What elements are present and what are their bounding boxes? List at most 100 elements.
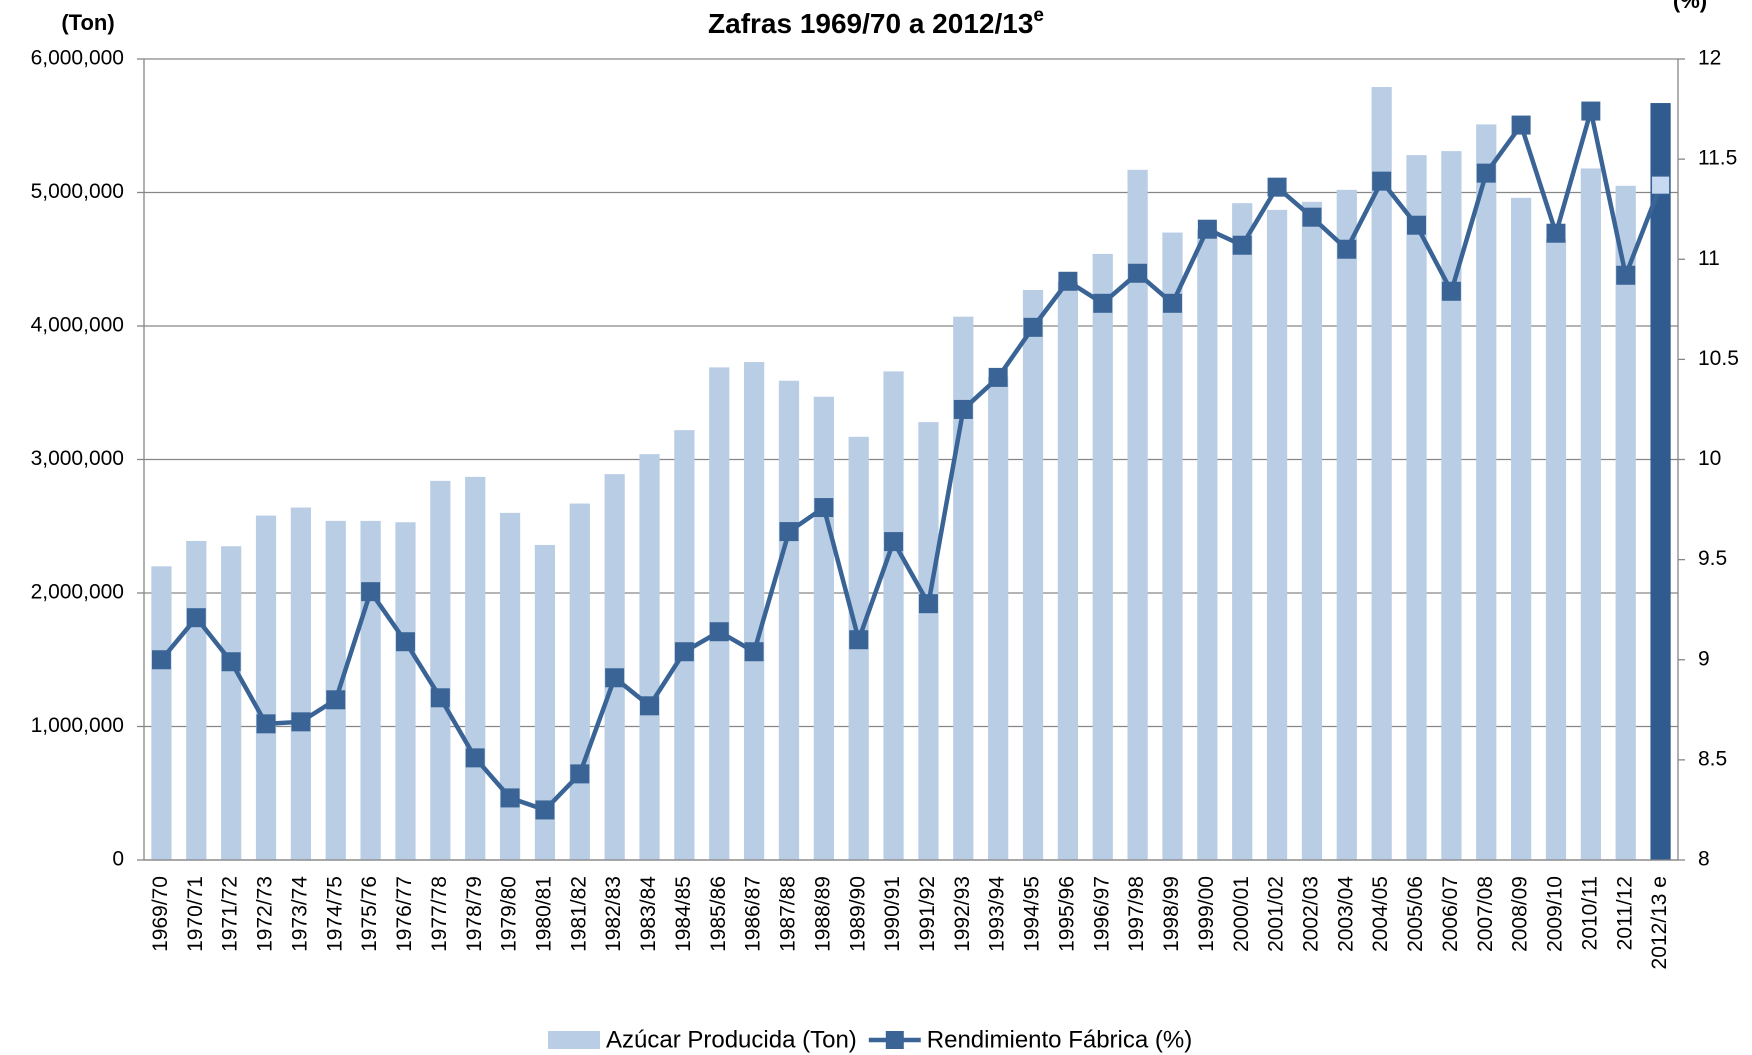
- bar: [1650, 103, 1671, 861]
- bar: [1092, 253, 1113, 860]
- marker: [1058, 271, 1078, 291]
- bar: [744, 362, 765, 860]
- marker: [465, 748, 485, 768]
- x-tick-label: 1998/99: [1160, 876, 1183, 952]
- bar: [918, 422, 939, 860]
- x-tick-label: 1977/78: [428, 876, 451, 952]
- line: [159, 110, 1663, 813]
- x-tick-label: 1981/82: [567, 876, 590, 952]
- x-tick-label: 1975/76: [358, 876, 381, 952]
- marker: [1441, 281, 1461, 301]
- marker: [674, 642, 694, 662]
- y2-tick-label: 9.5: [1698, 547, 1727, 570]
- x-tick-label: 1994/95: [1021, 876, 1044, 952]
- x-tick-label: 1979/80: [498, 876, 521, 952]
- bar: [534, 544, 556, 860]
- y2-tick-label: 8.5: [1698, 747, 1727, 770]
- marker: [535, 800, 555, 820]
- x-tick-label: 1996/97: [1090, 876, 1113, 952]
- marker: [291, 712, 311, 732]
- x-tick-label: 1997/98: [1125, 876, 1148, 952]
- bar: [1301, 201, 1323, 861]
- bar: [1511, 197, 1532, 861]
- x-tick-label: 1970/71: [184, 876, 207, 952]
- marker: [849, 630, 869, 650]
- x-tick-label: 1982/83: [602, 876, 625, 952]
- bar: [255, 515, 277, 860]
- legend-label: Azúcar Producida (Ton): [606, 1026, 857, 1053]
- x-tick-label: 2006/07: [1439, 876, 1462, 952]
- marker: [953, 399, 973, 419]
- marker: [1302, 207, 1322, 227]
- x-tick-label: 1983/84: [637, 876, 660, 952]
- x-tick-label: 1992/93: [951, 876, 974, 952]
- bar: [1162, 232, 1183, 861]
- legend-label: Rendimiento Fábrica (%): [927, 1026, 1192, 1053]
- x-tick-label: 2011/12: [1613, 876, 1636, 950]
- bar: [604, 474, 625, 860]
- x-tick-label: 1999/00: [1195, 876, 1218, 952]
- y2-tick-label: 12: [1698, 47, 1721, 70]
- marker: [1337, 239, 1357, 259]
- x-tick-label: 1972/73: [254, 876, 277, 952]
- bar: [395, 522, 416, 860]
- marker: [395, 632, 415, 652]
- y-tick-label: 1,000,000: [31, 714, 124, 737]
- bar: [1615, 185, 1636, 860]
- bar: [1266, 209, 1288, 861]
- bar: [1441, 151, 1462, 861]
- marker: [779, 522, 799, 542]
- x-tick-label: 1978/79: [463, 876, 486, 952]
- x-tick-label: 2003/04: [1334, 876, 1357, 952]
- bar: [1336, 189, 1357, 860]
- bar: [1127, 169, 1148, 860]
- y2-axis-label: (%): [1673, 0, 1707, 13]
- y2-tick-label: 10.5: [1698, 347, 1739, 370]
- marker: [1511, 115, 1531, 135]
- y-tick-label: 0: [112, 848, 124, 871]
- marker: [430, 688, 450, 708]
- marker: [988, 367, 1008, 387]
- marker: [326, 690, 346, 710]
- marker: [640, 696, 660, 716]
- bar: [569, 503, 590, 860]
- x-tick-label: 2004/05: [1369, 876, 1392, 952]
- x-tick-label: 1990/91: [881, 876, 904, 952]
- x-tick-label: 2005/06: [1404, 876, 1427, 952]
- x-tick-label: 1969/70: [149, 876, 172, 952]
- bar: [1232, 203, 1253, 860]
- bar: [360, 520, 381, 860]
- title-superscript: e: [1033, 5, 1044, 26]
- bar: [1580, 168, 1601, 861]
- marker: [1162, 293, 1182, 313]
- y-axis-label: (Ton): [61, 10, 114, 35]
- marker: [1581, 101, 1601, 121]
- y2-tick-label: 9: [1698, 647, 1710, 670]
- x-tick-label: 1988/89: [811, 876, 834, 952]
- x-tick-label: 2010/11: [1578, 876, 1601, 950]
- legend-marker: [885, 1031, 904, 1049]
- y2-tick-label: 10: [1698, 447, 1721, 470]
- marker: [221, 652, 241, 672]
- marker: [570, 764, 590, 784]
- bar: [151, 566, 172, 860]
- marker: [744, 642, 764, 662]
- marker: [1546, 223, 1566, 243]
- x-tick-label: 2007/08: [1474, 876, 1497, 952]
- bar: [1406, 155, 1427, 860]
- marker: [605, 668, 625, 688]
- marker: [500, 788, 520, 808]
- x-tick-label: 1973/74: [288, 876, 311, 952]
- y-tick-label: 2,000,000: [31, 581, 124, 604]
- marker: [1407, 215, 1427, 235]
- marker: [1267, 177, 1287, 197]
- marker: [1232, 235, 1252, 255]
- marker: [1372, 171, 1392, 191]
- bar: [465, 476, 486, 860]
- x-tick-label: 1989/90: [846, 876, 869, 952]
- x-tick-label: 1976/77: [393, 876, 416, 952]
- bar: [186, 540, 207, 860]
- bar: [883, 371, 904, 860]
- bar: [1476, 124, 1497, 861]
